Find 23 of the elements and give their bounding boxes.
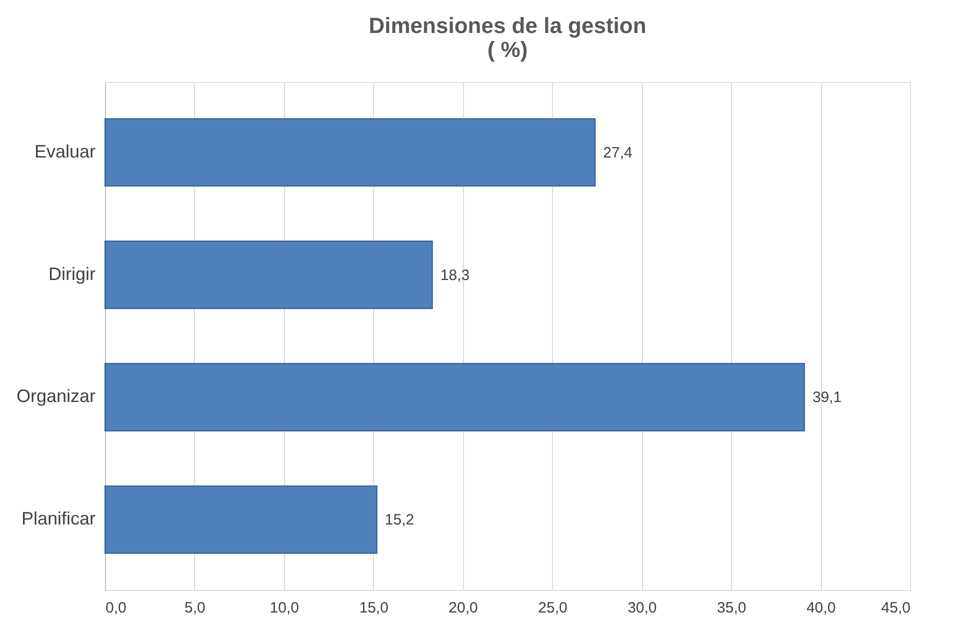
data-label: 39,1	[812, 389, 842, 406]
x-tick-label: 15,0	[359, 600, 388, 616]
bar	[104, 118, 596, 187]
chart-title: Dimensiones de la gestion ( %)	[368, 13, 646, 62]
x-tick-label: 20,0	[448, 600, 478, 616]
x-tick-label: 35,0	[717, 600, 746, 616]
x-tick-label: 0,0	[106, 600, 126, 616]
data-label: 15,2	[384, 512, 414, 529]
y-tick-label: Planificar	[21, 508, 96, 529]
x-tick-label: 40,0	[806, 600, 836, 616]
x-tick-label: 10,0	[270, 600, 299, 616]
y-tick-label: Dirigir	[48, 264, 96, 284]
x-tick-label: 30,0	[628, 600, 657, 616]
y-tick-label: Organizar	[16, 386, 96, 406]
bar	[104, 240, 433, 309]
data-label: 27,4	[603, 144, 632, 162]
bar	[104, 363, 805, 432]
x-tick-label: 45,0	[881, 600, 910, 616]
y-tick-label: Evaluar	[34, 141, 96, 162]
bar	[104, 485, 378, 554]
data-label: 18,3	[440, 266, 470, 284]
x-tick-label: 25,0	[538, 600, 568, 616]
x-tick-label: 5,0	[184, 600, 206, 616]
